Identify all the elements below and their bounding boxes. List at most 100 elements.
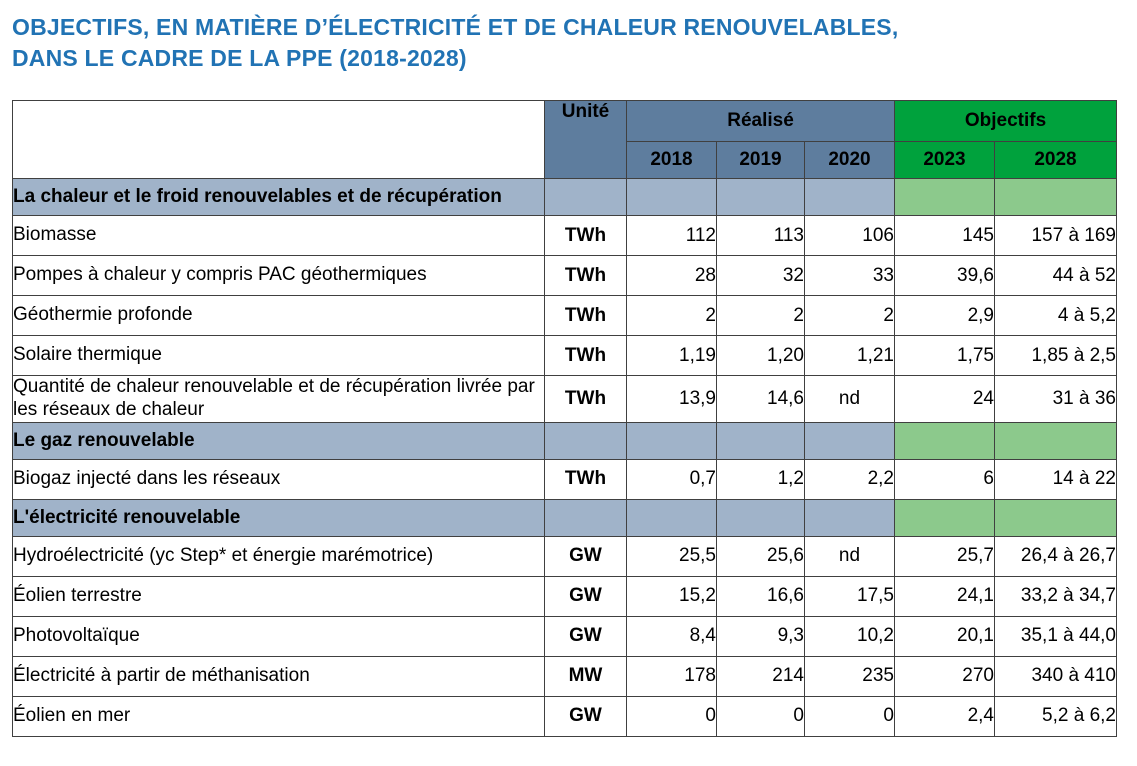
row-value: 31 à 36 [994,375,1117,423]
row-value: 10,2 [804,615,895,657]
row-value: 0 [716,695,805,737]
row-unit: MW [544,655,627,697]
row-value: 1,20 [716,335,805,377]
section-objective-cell [894,498,995,537]
row-value: 39,6 [894,255,995,297]
header-year-2028: 2028 [994,141,1117,180]
row-unit: GW [544,575,627,617]
section-empty-cell [544,178,627,217]
row-value: 20,1 [894,615,995,657]
row-value: 9,3 [716,615,805,657]
row-value: 25,6 [716,535,805,577]
row-value: 44 à 52 [994,255,1117,297]
row-unit: TWh [544,458,627,500]
section-empty-cell [716,421,805,460]
row-label: Biogaz injecté dans les réseaux [12,458,545,500]
table-body: La chaleur et le froid renouvelables et … [12,178,1117,737]
table-row: Biomasse TWh 112 113 106 145 157 à 169 [12,215,1117,257]
table-row: Biogaz injecté dans les réseaux TWh 0,7 1,2… [12,458,1117,500]
row-value: 28 [626,255,717,297]
section-objective-cell [994,498,1117,537]
row-value: 32 [716,255,805,297]
row-value: 2,9 [894,295,995,337]
section-empty-cell [626,421,717,460]
section-label: L'électricité renouvelable [12,498,545,537]
row-value: 14,6 [716,375,805,423]
row-unit: TWh [544,295,627,337]
row-label: Éolien en mer [12,695,545,737]
row-unit: TWh [544,215,627,257]
row-value: 2,2 [804,458,895,500]
row-value: 25,7 [894,535,995,577]
section-empty-cell [544,498,627,537]
page-title-line2: DANS LE CADRE DE LA PPE (2018-2028) [12,45,467,72]
section-empty-cell [804,498,895,537]
header-blank-cell [12,100,545,180]
row-value: nd [804,375,895,423]
section-objective-cell [894,178,995,217]
section-empty-cell [626,178,717,217]
table-row: Électricité à partir de méthanisation MW 1… [12,655,1117,697]
row-value: 0,7 [626,458,717,500]
row-value: 16,6 [716,575,805,617]
row-value: 270 [894,655,995,697]
section-row: Le gaz renouvelable [12,421,1117,460]
row-unit: GW [544,695,627,737]
table-row: Éolien en mer GW 0 0 0 2,4 5,2 à 6,2 [12,695,1117,737]
table-row: Quantité de chaleur renouvelable et de r… [12,375,1117,423]
row-value: 106 [804,215,895,257]
header-row-years: 2018 2019 2020 2023 2028 [13,141,1117,180]
header-year-2020: 2020 [804,141,895,180]
row-unit: GW [544,615,627,657]
row-value: 6 [894,458,995,500]
section-row: La chaleur et le froid renouvelables et … [12,178,1117,217]
row-value: 1,85 à 2,5 [994,335,1117,377]
row-value: 15,2 [626,575,717,617]
row-unit: TWh [544,255,627,297]
section-row: L'électricité renouvelable [12,498,1117,537]
table-row: Pompes à chaleur y compris PAC géothermi… [12,255,1117,297]
row-value: 1,2 [716,458,805,500]
row-value: 112 [626,215,717,257]
row-value: 17,5 [804,575,895,617]
table-row: Photovoltaïque GW 8,4 9,3 10,2 20,1 35,1 à 44,… [12,615,1117,657]
table-row: Géothermie profonde TWh 2 2 2 2,9 4 à 5,2 [12,295,1117,337]
row-label: Quantité de chaleur renouvelable et de r… [12,375,545,423]
section-label: Le gaz renouvelable [12,421,545,460]
header-realise: Réalisé [626,100,895,143]
row-label: Hydroélectricité (yc Step* et énergie ma… [12,535,545,577]
table-row: Solaire thermique TWh 1,19 1,20 1,21 1,75 1,85… [12,335,1117,377]
row-value: 0 [804,695,895,737]
section-objective-cell [994,178,1117,217]
section-empty-cell [804,178,895,217]
section-empty-cell [804,421,895,460]
row-label: Géothermie profonde [12,295,545,337]
row-unit: GW [544,535,627,577]
row-label: Électricité à partir de méthanisation [12,655,545,697]
header-unit: Unité [544,100,627,180]
page-title-line1: OBJECTIFS, EN MATIÈRE D’ÉLECTRICITÉ ET D… [12,14,899,40]
row-value: 5,2 à 6,2 [994,695,1117,737]
row-value: 0 [626,695,717,737]
row-value: 2 [626,295,717,337]
row-value: 340 à 410 [994,655,1117,697]
row-value: 145 [894,215,995,257]
row-value: 24,1 [894,575,995,617]
section-empty-cell [544,421,627,460]
row-value: 33,2 à 34,7 [994,575,1117,617]
row-value: 2 [716,295,805,337]
row-value: 33 [804,255,895,297]
row-unit: TWh [544,335,627,377]
header-year-2019: 2019 [716,141,805,180]
row-value: 25,5 [626,535,717,577]
row-value: 8,4 [626,615,717,657]
ppe-objectives-table: Unité Réalisé Objectifs 2018 2019 2020 2… [12,100,1117,737]
row-value: 2,4 [894,695,995,737]
row-label: Solaire thermique [12,335,545,377]
header-row-top: Unité Réalisé Objectifs [12,100,1117,180]
header-year-2018: 2018 [626,141,717,180]
header-objectifs: Objectifs [894,100,1117,143]
row-value: nd [804,535,895,577]
row-value: 157 à 169 [994,215,1117,257]
